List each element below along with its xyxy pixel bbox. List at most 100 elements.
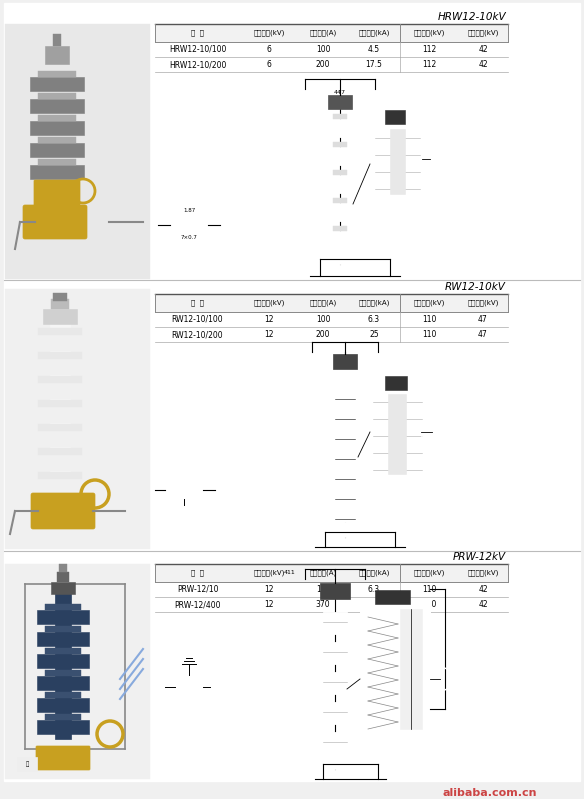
Text: 200: 200 [316,330,330,339]
Bar [30,143,84,157]
Text: 12: 12 [264,585,274,594]
Bar [51,582,75,594]
Text: 工频耐压(kV): 工频耐压(kV) [467,300,499,306]
Text: 6.3: 6.3 [368,315,380,324]
Text: 17.5: 17.5 [366,60,383,69]
Bar [27,455,93,470]
Bar [45,692,81,698]
Bar [45,648,81,654]
Text: 42: 42 [478,45,488,54]
Text: 447: 447 [334,90,346,95]
Bar [328,95,352,109]
Bar [5,289,150,549]
Bar [332,522,358,537]
Text: PRW-12kV: PRW-12kV [453,552,506,562]
Bar [333,198,347,203]
Bar [330,119,350,137]
Bar [165,481,203,499]
Text: 开断电流(kA): 开断电流(kA) [359,570,390,576]
Text: 型  号: 型 号 [191,30,204,36]
Bar [37,654,89,668]
Bar [59,564,67,572]
Text: 额定电流(A): 额定电流(A) [310,30,336,36]
Text: HRW12-10kV: HRW12-10kV [437,12,506,22]
Text: 闸: 闸 [25,761,29,767]
Bar [390,129,405,194]
Bar [27,431,93,446]
Bar [155,294,508,312]
Bar [323,753,347,769]
Bar [333,142,347,147]
Text: 额定电压(kV): 额定电压(kV) [253,570,284,576]
Text: 12: 12 [264,600,274,609]
Bar [323,612,347,634]
Text: 42: 42 [478,60,488,69]
Text: 型  号: 型 号 [191,570,204,576]
Bar [17,757,37,771]
Text: PRW-12/10: PRW-12/10 [177,585,218,594]
Bar [388,394,406,474]
Bar [155,24,508,42]
Bar [333,226,347,231]
Bar [5,24,150,279]
Bar [57,572,69,582]
Text: 型  号: 型 号 [191,300,204,306]
Text: 112: 112 [422,45,436,54]
Bar [38,137,76,143]
Bar [51,299,69,309]
Text: 耕冲电压(kV): 耕冲电压(kV) [413,570,444,576]
FancyBboxPatch shape [31,493,95,529]
Bar [155,312,508,327]
Bar [50,44,64,184]
Bar [55,591,71,739]
Bar [333,170,347,175]
Text: 110: 110 [422,600,436,609]
Text: 耕冲电压(kV): 耕冲电压(kV) [413,30,444,36]
Bar [330,175,350,193]
Text: HRW12-10/200: HRW12-10/200 [169,60,226,69]
Bar [155,344,575,549]
Text: 1.87: 1.87 [183,208,195,213]
Bar [155,564,508,582]
Text: 6: 6 [266,45,272,54]
Text: 额定电流(A): 额定电流(A) [310,570,336,576]
Bar [360,599,430,739]
Bar [53,34,61,46]
Bar [323,732,347,754]
Bar [45,670,81,676]
Text: PRW-12/400: PRW-12/400 [174,600,221,609]
Text: RW12-10/200: RW12-10/200 [172,330,223,339]
Bar [385,376,407,390]
Bar [38,472,82,479]
Bar [370,382,425,482]
Bar [53,293,67,301]
Bar [175,675,203,699]
Text: 颗定电压(kV): 颗定电压(kV) [253,30,284,36]
Bar [38,400,82,407]
Bar [155,597,508,612]
Bar [400,609,422,729]
Bar [30,99,84,113]
Bar [155,42,508,57]
Bar [38,376,82,383]
Bar [38,328,82,335]
Text: 42: 42 [478,600,488,609]
Text: 47: 47 [478,330,488,339]
Bar [330,231,350,249]
Text: 100: 100 [316,45,330,54]
Bar [170,216,208,234]
Text: 411: 411 [284,570,296,575]
Text: 17.5: 17.5 [366,600,383,609]
Bar [38,448,82,455]
Bar [27,335,93,350]
Bar [38,352,82,359]
Bar [27,479,93,494]
Text: 7×0.7: 7×0.7 [180,235,197,240]
Text: 6: 6 [266,60,272,69]
Bar [155,582,508,597]
Bar [37,610,89,624]
Bar [170,505,198,517]
Bar [30,77,84,91]
Text: 100: 100 [316,315,330,324]
Text: 112: 112 [422,60,436,69]
